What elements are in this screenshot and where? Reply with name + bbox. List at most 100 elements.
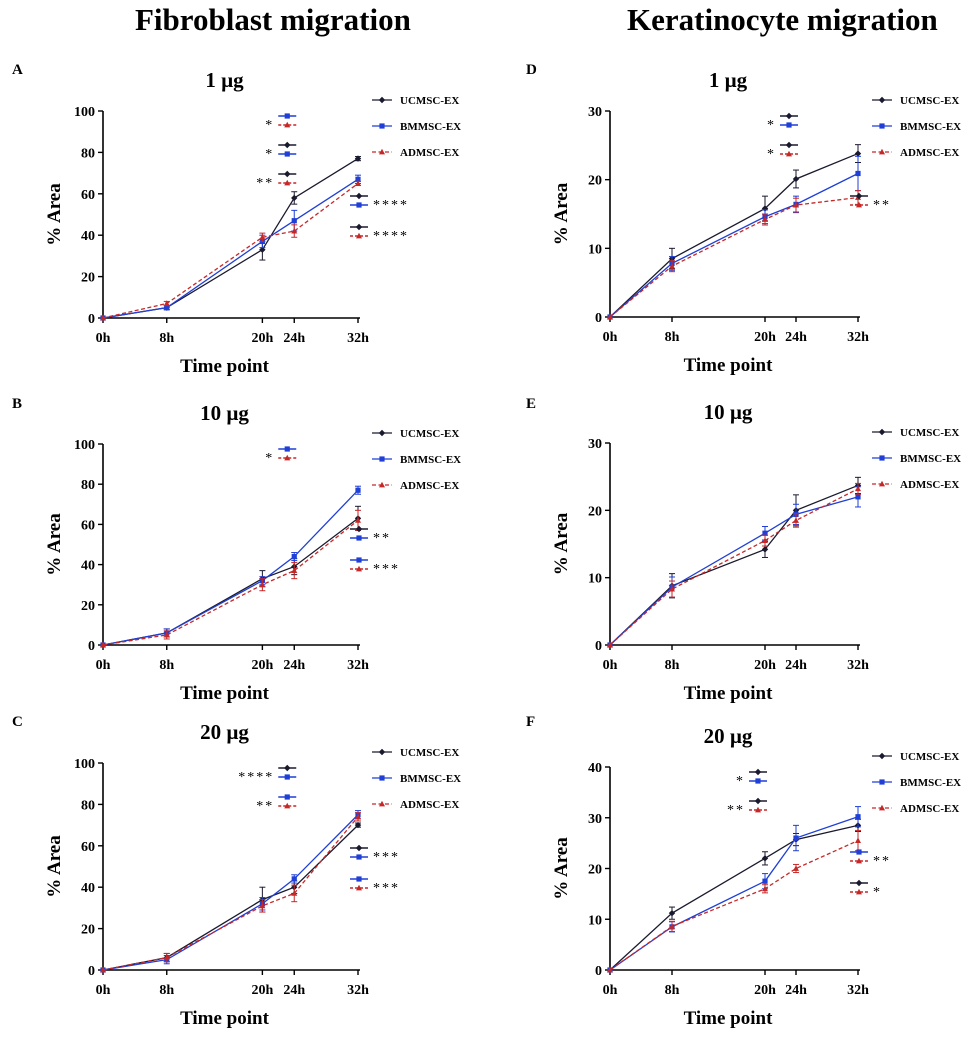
significance-stars: **** xyxy=(373,229,409,244)
data-point xyxy=(761,546,769,553)
x-tick-label: 24h xyxy=(283,983,305,998)
legend-label: UCMSC-EX xyxy=(400,747,459,759)
legend-label: ADMSC-EX xyxy=(900,147,959,159)
x-axis-label: Time point xyxy=(684,1008,774,1029)
x-tick-label: 20h xyxy=(754,658,776,673)
x-tick-label: 0h xyxy=(603,658,618,673)
data-point xyxy=(259,902,266,909)
legend-marker xyxy=(878,428,886,436)
panel-label: C xyxy=(12,714,23,730)
x-tick-label: 8h xyxy=(159,983,174,998)
data-point xyxy=(762,885,768,892)
comparison-marker xyxy=(356,557,362,563)
y-axis-label: % Area xyxy=(551,182,572,245)
legend-marker xyxy=(878,752,886,760)
data-point xyxy=(762,216,768,222)
legend-marker xyxy=(379,775,385,781)
data-point xyxy=(669,923,675,929)
comparison-marker xyxy=(856,849,862,855)
x-tick-label: 8h xyxy=(159,331,174,346)
significance-annotation: * xyxy=(265,141,297,162)
data-point xyxy=(792,175,800,183)
significance-stars: * xyxy=(767,118,776,133)
data-point xyxy=(855,837,861,843)
legend-marker xyxy=(379,800,385,807)
legend-entry: ADMSC-EX xyxy=(372,799,459,811)
series-ucmsc-ex xyxy=(606,476,862,649)
series-line xyxy=(102,519,359,646)
significance-stars: * xyxy=(265,451,274,466)
series-bmmsc-ex xyxy=(607,486,861,648)
significance-stars: ** xyxy=(256,176,274,191)
data-point xyxy=(355,180,361,186)
data-point xyxy=(669,585,675,592)
series-bmmsc-ex xyxy=(100,810,361,973)
comparison-marker xyxy=(355,223,363,231)
data-point xyxy=(607,313,613,320)
significance-stars: ** xyxy=(256,799,274,814)
significance-annotation: ** xyxy=(350,525,389,546)
comparison-marker xyxy=(284,764,291,772)
x-tick-label: 32h xyxy=(847,330,869,345)
series-line xyxy=(609,484,859,646)
data-point xyxy=(355,176,361,182)
legend-entry: UCMSC-EX xyxy=(372,95,459,107)
comparison-marker xyxy=(754,797,762,805)
data-point xyxy=(291,194,298,202)
data-point xyxy=(762,878,768,884)
significance-stars: * xyxy=(265,118,274,133)
data-point xyxy=(355,813,361,820)
y-tick-label: 100 xyxy=(74,105,95,120)
series-line xyxy=(609,824,859,971)
panel-label: E xyxy=(526,396,536,412)
data-point xyxy=(291,218,297,224)
significance-annotation: * xyxy=(767,112,798,133)
significance-stars: ** xyxy=(873,854,891,869)
comparison-marker xyxy=(785,141,793,149)
y-tick-label: 0 xyxy=(88,639,95,654)
significance-stars: **** xyxy=(373,198,409,213)
significance-annotation: **** xyxy=(238,764,297,785)
x-axis-label: Time point xyxy=(684,683,774,704)
series-admsc-ex xyxy=(607,482,861,648)
comparison-marker xyxy=(284,774,290,780)
significance-annotation: ** xyxy=(256,794,297,814)
comparison-marker xyxy=(284,113,290,119)
legend-label: UCMSC-EX xyxy=(900,427,959,439)
significance-annotation: ** xyxy=(850,192,889,213)
series-line xyxy=(102,517,359,646)
y-tick-label: 40 xyxy=(81,559,95,574)
series-line xyxy=(609,488,859,646)
x-tick-label: 24h xyxy=(785,983,807,998)
comparison-marker xyxy=(785,112,793,120)
data-point xyxy=(291,553,297,560)
significance-annotation: * xyxy=(850,879,880,900)
legend-label: ADMSC-EX xyxy=(400,799,459,811)
significance-stars: *** xyxy=(373,850,400,865)
legend-label: BMMSC-EX xyxy=(400,454,461,466)
y-tick-label: 10 xyxy=(588,913,602,928)
legend-label: ADMSC-EX xyxy=(900,803,959,815)
legend-label: BMMSC-EX xyxy=(900,777,961,789)
series-line xyxy=(609,839,859,971)
comparison-marker xyxy=(755,806,761,813)
y-axis-label: % Area xyxy=(551,837,572,900)
series-bmmsc-ex xyxy=(100,485,361,648)
data-point xyxy=(607,966,613,973)
x-tick-label: 32h xyxy=(347,658,369,673)
data-point xyxy=(354,821,362,829)
y-tick-label: 10 xyxy=(588,572,602,587)
x-tick-label: 8h xyxy=(665,330,680,345)
legend-entry: UCMSC-EX xyxy=(872,95,959,107)
significance-annotation: **** xyxy=(350,192,409,213)
data-point xyxy=(855,485,861,492)
legend-entry: ADMSC-EX xyxy=(872,803,959,815)
comparison-marker xyxy=(284,802,291,809)
significance-stars: * xyxy=(767,147,776,162)
x-tick-label: 20h xyxy=(251,331,273,346)
y-axis-label: % Area xyxy=(44,183,65,246)
significance-annotation: *** xyxy=(350,876,398,896)
legend-entry: ADMSC-EX xyxy=(372,480,459,492)
comparison-marker xyxy=(856,888,862,895)
y-tick-label: 30 xyxy=(588,437,602,452)
